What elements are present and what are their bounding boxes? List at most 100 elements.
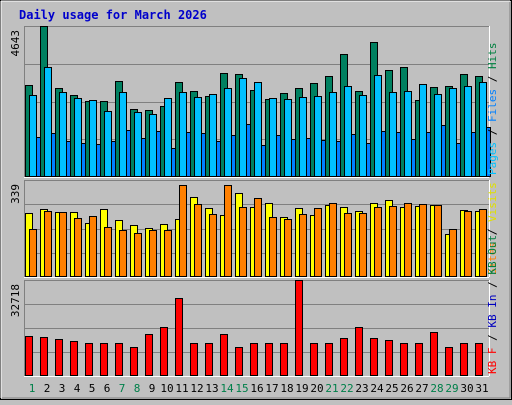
x-tick-label-day-17: 17 (265, 382, 278, 395)
bar-kb-f-day-2 (40, 337, 48, 376)
bar-pages-day-23 (359, 95, 367, 177)
bar-kb-f-day-1 (25, 336, 33, 376)
bar-sites-day-22 (344, 213, 352, 277)
y-axis-max-label: 4643 (9, 30, 22, 57)
right-legend-2: Sites / Visits (486, 182, 499, 275)
bar-sites-day-26 (404, 203, 412, 277)
bar-pages-day-9 (149, 114, 157, 177)
bar-kb-f-day-13 (205, 343, 213, 376)
bar-pages-day-29 (449, 88, 457, 177)
bar-sites-day-12 (194, 204, 202, 277)
bar-sites-day-7 (119, 230, 127, 277)
bar-kb-f-day-18 (280, 343, 288, 376)
x-tick-label-day-16: 16 (250, 382, 263, 395)
bar-pages-day-26 (404, 91, 412, 177)
bar-sites-day-29 (449, 229, 457, 277)
x-tick-label-day-31: 31 (475, 382, 488, 395)
x-tick-label-day-3: 3 (59, 382, 66, 395)
x-tick-label-day-6: 6 (104, 382, 111, 395)
bar-sites-day-27 (419, 204, 427, 277)
bar-sites-day-11 (179, 185, 187, 277)
bar-kb-f-day-25 (385, 340, 393, 376)
y-axis-max-label: 32718 (9, 284, 22, 317)
bar-kb-f-day-15 (235, 347, 243, 376)
bar-kb-f-day-24 (370, 338, 378, 376)
x-tick-label-day-4: 4 (74, 382, 81, 395)
bar-pages-day-6 (104, 111, 112, 177)
bar-pages-day-28 (434, 94, 442, 177)
bar-sites-day-17 (269, 217, 277, 277)
bar-pages-day-8 (134, 112, 142, 177)
bar-pages-day-27 (419, 84, 427, 177)
bar-kb-f-day-7 (115, 343, 123, 376)
bar-sites-day-21 (329, 203, 337, 277)
bar-sites-day-6 (104, 227, 112, 277)
x-tick-label-day-27: 27 (415, 382, 428, 395)
x-tick-label-day-30: 30 (460, 382, 473, 395)
x-tick-label-day-21: 21 (325, 382, 338, 395)
x-tick-label-day-14: 14 (220, 382, 234, 395)
x-tick-label-day-12: 12 (190, 382, 203, 395)
bar-kb-f-day-6 (100, 343, 108, 376)
legend-label: / (486, 69, 499, 89)
legend-label: KB In (486, 295, 499, 328)
bar-sites-day-19 (299, 214, 307, 277)
bar-kb-f-day-4 (70, 341, 78, 376)
bar-kb-f-day-31 (475, 343, 483, 376)
x-tick-label-day-23: 23 (355, 382, 368, 395)
y-axis-max-label: 339 (9, 184, 22, 204)
bar-kb-f-day-22 (340, 338, 348, 376)
right-legend-1: Pages / Files / Hits (486, 43, 499, 176)
right-legend-3: KB F / KB In / KB Out (486, 235, 499, 374)
bar-kb-f-day-28 (430, 332, 438, 376)
bar-kb-f-day-10 (160, 327, 168, 376)
bar-pages-day-24 (374, 75, 382, 177)
x-tick-label-day-13: 13 (205, 382, 218, 395)
bar-kb-f-day-3 (55, 339, 63, 376)
legend-label: KB Out (486, 235, 499, 275)
bar-kb-f-day-30 (460, 343, 468, 376)
bar-sites-day-1 (29, 229, 37, 277)
bar-sites-day-10 (164, 230, 172, 277)
bar-sites-day-25 (389, 206, 397, 277)
bar-pages-day-20 (314, 96, 322, 177)
chart-panels: 4643 Pages / Files / Hits 339 Sites / Visit… (9, 26, 499, 377)
bar-pages-day-4 (74, 98, 82, 177)
bar-sites-day-8 (134, 233, 142, 277)
bar-sites-day-28 (434, 205, 442, 277)
bar-pages-day-16 (254, 82, 262, 177)
bar-sites-day-24 (374, 207, 382, 277)
x-axis-day-labels: 1 2 3 4 5 6 7 8 9 10 11 12 13 14 15 16 17 18 19 20 21 22 23 24 2… (29, 382, 489, 395)
legend-label: Hits (486, 43, 499, 70)
bar-sites-day-31 (479, 209, 487, 277)
x-tick-label-day-19: 19 (295, 382, 308, 395)
bar-pages-day-31 (479, 82, 487, 177)
x-tick-label-day-28: 28 (430, 382, 443, 395)
bar-kb-f-day-20 (310, 343, 318, 376)
bar-kb-f-day-21 (325, 343, 333, 376)
x-tick-label-day-22: 22 (340, 382, 353, 395)
legend-label: Sites (486, 242, 499, 275)
x-tick-label-day-15: 15 (235, 382, 248, 395)
bar-kb-f-day-9 (145, 334, 153, 376)
bar-kb-f-day-12 (190, 343, 198, 376)
x-tick-label-day-20: 20 (310, 382, 323, 395)
bar-pages-day-7 (119, 92, 127, 177)
x-tick-label-day-1: 1 (29, 382, 36, 395)
x-tick-label-day-7: 7 (119, 382, 126, 395)
bar-kb-f-day-19 (295, 280, 303, 376)
x-tick-label-day-25: 25 (385, 382, 398, 395)
bar-pages-day-15 (239, 78, 247, 177)
bar-kb-f-day-8 (130, 347, 138, 376)
bar-sites-day-15 (239, 207, 247, 277)
bar-pages-day-25 (389, 92, 397, 177)
bar-pages-day-19 (299, 97, 307, 177)
bar-kb-f-day-11 (175, 298, 183, 376)
panel-1: 4643 Pages / Files / Hits (9, 26, 499, 178)
bar-sites-day-4 (74, 218, 82, 277)
legend-label: Files (486, 89, 499, 122)
x-tick-label-day-29: 29 (445, 382, 458, 395)
bar-sites-day-16 (254, 198, 262, 277)
legend-label: / (486, 122, 499, 142)
